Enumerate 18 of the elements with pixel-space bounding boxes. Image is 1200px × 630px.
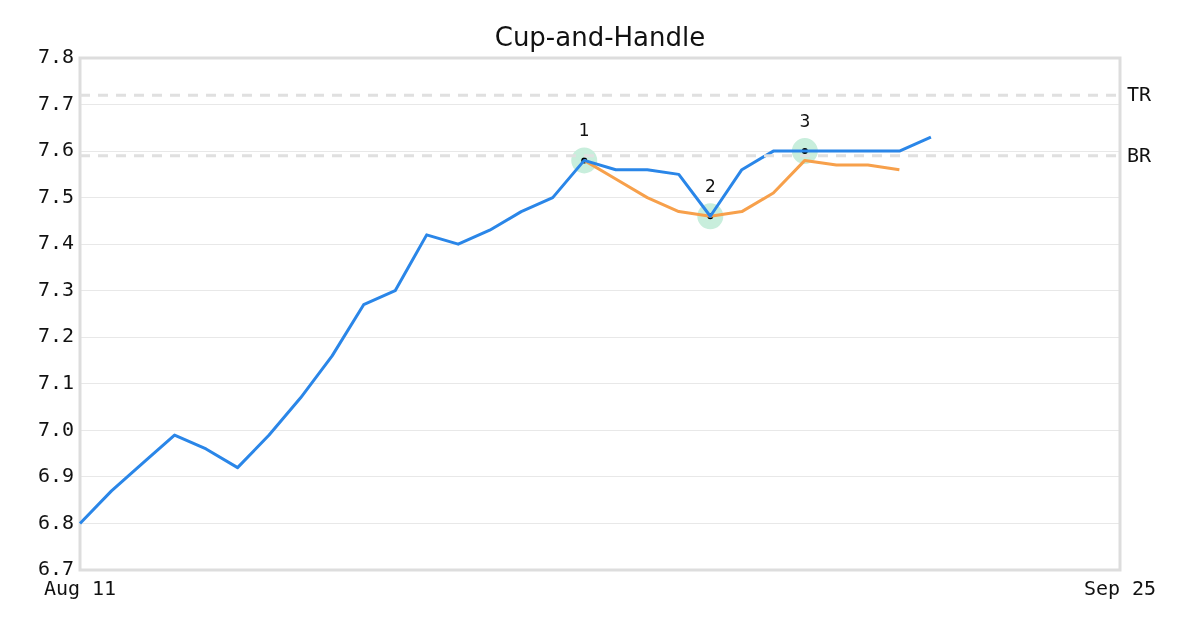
ref-line-label: BR [1127,142,1153,167]
ref-line-label: TR [1127,82,1153,107]
y-tick-label: 7.3 [37,276,74,301]
y-tick-label: 7.6 [37,137,74,162]
y-tick-label: 6.9 [37,463,74,488]
y-tick-label: 6.8 [37,509,74,534]
y-tick-label: 7.8 [37,44,74,69]
chart-title: Cup-and-Handle [494,22,706,52]
y-tick-label: 7.5 [37,183,74,208]
y-tick-label: 7.4 [37,230,74,255]
y-tick-label: 7.1 [37,370,74,395]
y-tick-label: 7.7 [37,90,74,115]
annotation: 3 [799,111,811,132]
y-tick-label: 7.2 [37,323,74,348]
y-tick-label: 7.0 [37,416,74,441]
annotation: 2 [704,176,716,197]
annotation: 1 [578,120,590,141]
x-tick-label: Sep 25 [1083,576,1157,601]
